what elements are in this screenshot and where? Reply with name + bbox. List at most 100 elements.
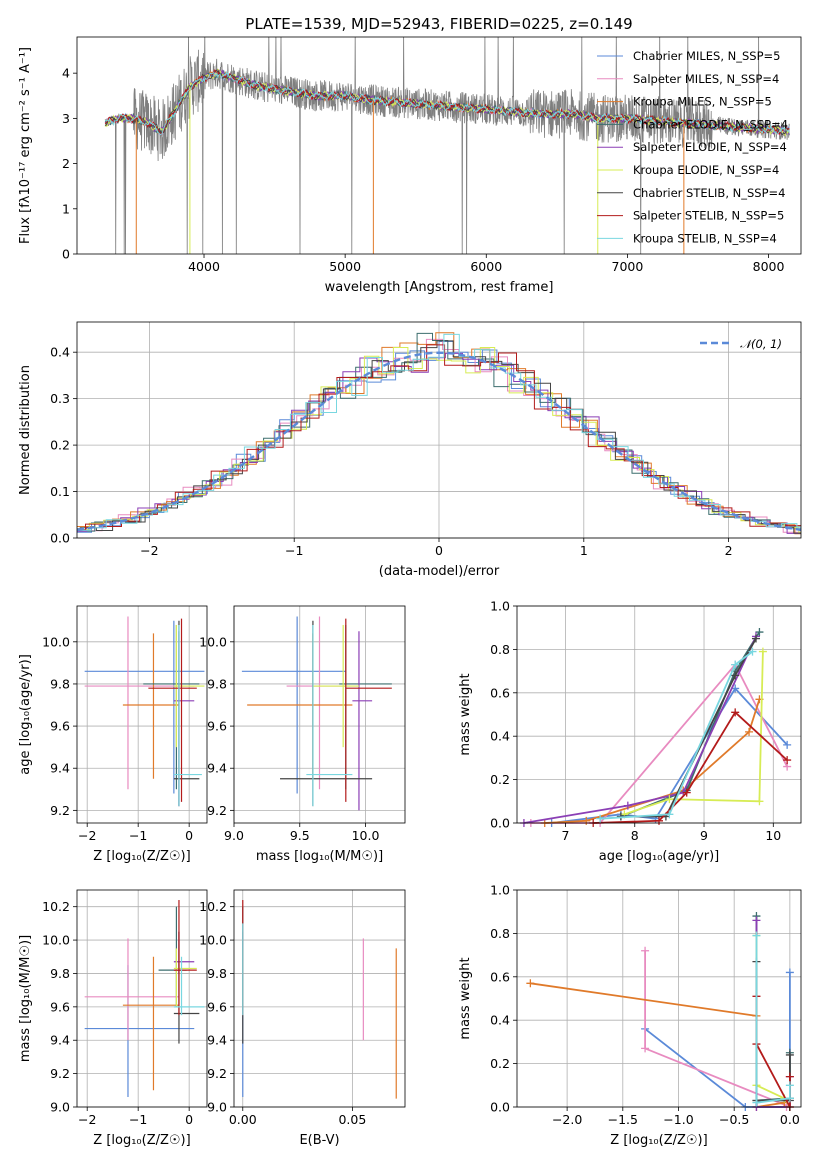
weight-marker bbox=[755, 797, 764, 806]
weight-marker bbox=[785, 1050, 794, 1059]
y-tick-label: 9.6 bbox=[207, 719, 227, 734]
plot-frame bbox=[516, 889, 802, 1108]
weight-series-6 bbox=[624, 651, 764, 816]
weight-vs-Z-panel: −2.0 −1.5 −1.0 −0.5 0.0 0.0 0.2 0.4 0.6 0.8 1.0 Z [… bbox=[458, 883, 802, 1148]
x-axis-label: mass [log₁₀(M/M☉)] bbox=[256, 849, 383, 864]
x-tick-label: 10 bbox=[765, 828, 781, 843]
weight-series-9 bbox=[755, 935, 791, 1104]
y-tick-label: 0.2 bbox=[490, 1056, 510, 1071]
weight-marker bbox=[752, 931, 761, 940]
plot-frame bbox=[233, 605, 406, 824]
y-tick-label: 10.0 bbox=[199, 933, 227, 948]
x-tick-label: 5000 bbox=[329, 259, 361, 274]
errorbar-point-9 bbox=[173, 956, 205, 1016]
legend-entry-2: Salpeter MILES, N_SSP=4 bbox=[633, 72, 779, 86]
errorbar-point-8 bbox=[173, 900, 197, 1016]
x-axis-label: Z [log₁₀(Z/Z☉)] bbox=[93, 849, 190, 864]
age-vs-mass-panel: 9.0 9.5 10.0 9.2 9.4 9.6 9.8 10.0 mass [log₁₀(M/… bbox=[199, 605, 406, 864]
weight-marker bbox=[526, 979, 535, 988]
y-tick-label: 0.3 bbox=[50, 391, 70, 406]
errorbar-point-6 bbox=[173, 948, 197, 1007]
chart-title: PLATE=1539, MJD=52943, FIBERID=0225, z=0… bbox=[245, 15, 632, 33]
weight-marker bbox=[655, 816, 663, 825]
y-tick-label: 1 bbox=[62, 201, 70, 216]
y-tick-label: 0.2 bbox=[490, 772, 510, 787]
errorbar-point-7 bbox=[173, 931, 200, 1044]
errorbar-point-1 bbox=[84, 965, 195, 1097]
x-tick-label: −1 bbox=[129, 828, 147, 843]
weight-series-8 bbox=[755, 996, 791, 1108]
weight-marker bbox=[731, 708, 740, 717]
x-axis-label: Z [log₁₀(Z/Z☉)] bbox=[610, 1133, 707, 1148]
y-tick-label: 10.2 bbox=[42, 899, 70, 914]
errorbar-point-6 bbox=[312, 624, 359, 748]
legend: 𝒩(0, 1) bbox=[700, 337, 782, 351]
x-tick-label: −2.0 bbox=[552, 1112, 582, 1127]
y-tick-label: 9.4 bbox=[207, 1033, 227, 1048]
errorbar-point-7 bbox=[280, 620, 373, 807]
weight-marker bbox=[745, 727, 754, 736]
y-tick-label: 9.4 bbox=[207, 761, 227, 776]
y-tick-label: 0.8 bbox=[490, 926, 510, 941]
x-axis-label: (data-model)/error bbox=[379, 564, 500, 579]
legend-entry-3: Kroupa MILES, N_SSP=5 bbox=[633, 95, 772, 109]
x-tick-label: −1 bbox=[285, 543, 303, 558]
errorbar-point-8 bbox=[148, 618, 197, 802]
x-tick-label: 0 bbox=[185, 1112, 193, 1127]
errorbar-point-9 bbox=[173, 624, 202, 807]
x-axis-label: E(B-V) bbox=[299, 1133, 339, 1148]
mass-vs-EBV-panel: 0.00 0.05 9.0 9.2 9.4 9.6 9.8 10.0 10.2 E(B-V) bbox=[199, 889, 406, 1148]
y-tick-label: 9.8 bbox=[50, 966, 70, 981]
legend-entry-7: Chabrier STELIB, N_SSP=4 bbox=[633, 186, 785, 200]
y-tick-label: 0.6 bbox=[490, 685, 510, 700]
weight-series-5 bbox=[755, 920, 791, 1108]
y-tick-label: 9.4 bbox=[50, 1033, 70, 1048]
x-tick-label: 6000 bbox=[470, 259, 502, 274]
y-tick-label: 0.2 bbox=[50, 438, 70, 453]
y-tick-label: 0.0 bbox=[490, 816, 510, 831]
x-tick-label: 9 bbox=[700, 828, 708, 843]
y-tick-label: 9.8 bbox=[50, 676, 70, 691]
plot-frame bbox=[516, 605, 802, 824]
weight-vs-age-panel: 7 8 9 10 0.0 0.2 0.4 0.6 0.8 1.0 age [log₁₀(age/yr… bbox=[458, 599, 802, 864]
weight-series-2 bbox=[644, 950, 791, 1108]
x-tick-label: −2 bbox=[78, 1112, 96, 1127]
weight-marker bbox=[755, 628, 764, 637]
x-tick-label: 0 bbox=[185, 828, 193, 843]
weight-series-4 bbox=[620, 631, 761, 818]
y-axis-label: Normed distribution bbox=[18, 365, 33, 495]
x-axis-label: age [log₁₀(age/yr)] bbox=[599, 849, 720, 864]
x-axis-label: wavelength [Angstrom, rest frame] bbox=[325, 280, 554, 295]
errorbar-point-7 bbox=[173, 620, 200, 807]
weight-series-9 bbox=[600, 650, 754, 820]
errorbar-point-2 bbox=[84, 616, 195, 790]
weight-marker bbox=[785, 1094, 794, 1103]
x-tick-label: −1.0 bbox=[663, 1112, 693, 1127]
histogram-6 bbox=[77, 347, 801, 533]
x-tick-label: 8 bbox=[631, 828, 639, 843]
weight-marker bbox=[623, 801, 632, 810]
legend-entry-1: Chabrier MILES, N_SSP=5 bbox=[633, 49, 780, 63]
errorbar-point-2 bbox=[84, 938, 179, 1041]
x-tick-label: 2 bbox=[725, 543, 733, 558]
errorbar-point-3 bbox=[122, 633, 179, 779]
y-axis-label: mass weight bbox=[458, 673, 473, 755]
weight-marker bbox=[665, 795, 674, 804]
residuals-panel: −2 −1 0 1 2 0.0 0.1 0.2 0.3 0.4 (data-model)/error… bbox=[18, 321, 802, 579]
x-tick-label: 0.05 bbox=[338, 1112, 366, 1127]
weight-series-4 bbox=[755, 916, 791, 1102]
y-tick-label: 10.2 bbox=[199, 899, 227, 914]
x-tick-label: −2 bbox=[78, 828, 96, 843]
y-tick-label: 9.6 bbox=[207, 999, 227, 1014]
errorbar-point-3 bbox=[122, 956, 179, 1091]
errorbar-point-5 bbox=[352, 631, 373, 811]
mass-vs-Z-panel: −2 −1 0 9.0 9.2 9.4 9.6 9.8 10.0 10.2 Z [log₁₀(Z/Z… bbox=[18, 889, 208, 1148]
y-tick-label: 2 bbox=[62, 156, 70, 171]
y-tick-label: 4 bbox=[62, 66, 70, 81]
y-tick-label: 0 bbox=[62, 247, 70, 262]
y-tick-label: 9.4 bbox=[50, 761, 70, 776]
y-tick-label: 9.8 bbox=[207, 966, 227, 981]
y-tick-label: 9.0 bbox=[50, 1100, 70, 1115]
weight-marker bbox=[785, 1081, 794, 1090]
weight-marker bbox=[783, 756, 792, 765]
